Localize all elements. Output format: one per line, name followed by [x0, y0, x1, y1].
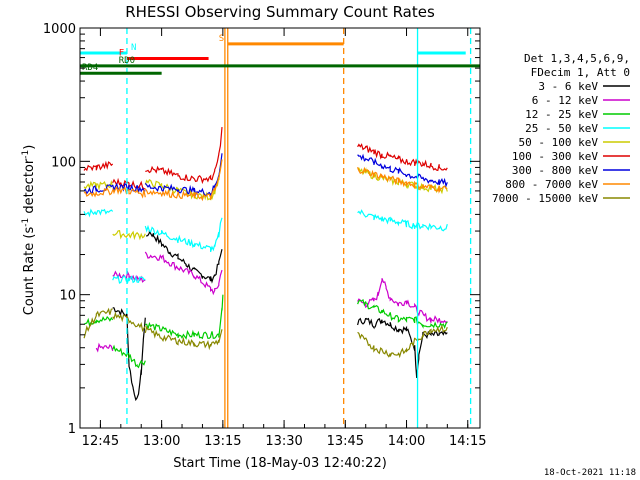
series-line-2-3 — [357, 298, 448, 329]
status-bar-label-5: RD4 — [82, 63, 98, 73]
y-axis-label-mid: detector — [22, 158, 37, 218]
legend-label-0: 3 - 6 keV — [538, 80, 598, 93]
series-line-3-0 — [83, 208, 114, 218]
series-line-5-0 — [83, 160, 114, 172]
series-line-3-3 — [357, 209, 448, 232]
status-bar-label-2: F — [119, 49, 124, 59]
x-tick-label-1: 13:00 — [143, 434, 180, 449]
legend-label-8: 7000 - 15000 keV — [492, 192, 598, 205]
series-line-6-1 — [112, 182, 146, 195]
y-tick-label-1: 10 — [59, 289, 76, 304]
x-tick-label-2: 13:15 — [204, 434, 241, 449]
y-axis-label-exp1: -1 — [21, 218, 31, 227]
plot-frame — [79, 27, 481, 429]
series-line-8-2 — [144, 325, 223, 351]
series-line-0-0 — [112, 307, 146, 402]
x-tick-label-3: 13:30 — [265, 434, 302, 449]
series-line-3-1 — [112, 274, 146, 284]
y-axis: 1 10 100 1000 — [43, 22, 480, 437]
y-axis-label: Count Rate (s-1 detector-1) — [21, 145, 37, 316]
x-tick-label-6: 14:15 — [449, 434, 486, 449]
series-line-7-0 — [83, 187, 114, 198]
legend-label-5: 100 - 300 keV — [512, 150, 598, 163]
series-line-3-2 — [144, 217, 223, 253]
series-line-8-1 — [112, 311, 146, 333]
series-line-7-1 — [112, 186, 146, 199]
vertical-markers — [126, 28, 472, 428]
series-line-5-3 — [357, 143, 448, 172]
x-tick-label-0: 12:45 — [82, 434, 119, 449]
legend-header-1: FDecim 1, Att 0 — [531, 66, 630, 79]
series-line-7-3 — [357, 166, 448, 194]
legend-label-4: 50 - 100 keV — [519, 136, 599, 149]
footer-date: 18-Oct-2021 11:18 — [544, 468, 636, 478]
y-tick-label-3: 1000 — [43, 22, 76, 37]
status-bar-label-4: RD0 — [119, 56, 135, 66]
legend-label-6: 300 - 800 keV — [512, 164, 598, 177]
series-layer — [83, 127, 448, 402]
legend-label-3: 25 - 50 keV — [525, 122, 598, 135]
series-line-1-3 — [357, 278, 448, 325]
y-tick-label-2: 100 — [51, 155, 76, 170]
y-axis-label-main: Count Rate (s — [22, 227, 37, 316]
series-line-6-2 — [144, 153, 223, 197]
y-tick-label-0: 1 — [68, 422, 76, 437]
series-line-4-1 — [112, 230, 146, 241]
series-line-1-2 — [144, 251, 223, 296]
chart-title: RHESSI Observing Summary Count Rates — [125, 3, 435, 21]
x-axis-label: Start Time (18-May-03 12:40:22) — [173, 456, 387, 471]
legend-header-0: Det 1,3,4,5,6,9, — [524, 52, 630, 65]
x-tick-label-5: 14:00 — [388, 434, 425, 449]
series-line-7-2 — [144, 159, 223, 202]
legend-label-7: 800 - 7000 keV — [505, 178, 598, 191]
legend-label-1: 6 - 12 keV — [532, 94, 599, 107]
status-bars: NF S RD0 RD4 — [80, 34, 480, 75]
status-bar-label-0: N — [131, 43, 136, 53]
series-line-5-2 — [145, 127, 223, 185]
x-axis: 12:45 13:00 13:15 13:30 13:45 14:00 14:15 — [79, 28, 486, 449]
y-axis-label-end: ) — [22, 145, 37, 150]
y-axis-label-exp2: -1 — [21, 150, 31, 159]
legend-label-2: 12 - 25 keV — [525, 108, 598, 121]
series-line-2-2 — [145, 294, 224, 340]
series-line-6-0 — [83, 184, 114, 195]
series-line-8-3 — [357, 324, 448, 359]
series-line-8-0 — [83, 307, 113, 339]
x-tick-label-4: 13:45 — [327, 434, 364, 449]
series-line-1-0 — [95, 342, 114, 353]
status-bar-label-3: S — [219, 34, 224, 44]
series-line-2-1 — [112, 344, 146, 369]
series-line-6-3 — [357, 153, 448, 188]
series-line-0-1 — [145, 230, 223, 284]
series-line-2-0 — [83, 315, 114, 327]
legend: Det 1,3,4,5,6,9,FDecim 1, Att 03 - 6 keV… — [492, 52, 630, 205]
